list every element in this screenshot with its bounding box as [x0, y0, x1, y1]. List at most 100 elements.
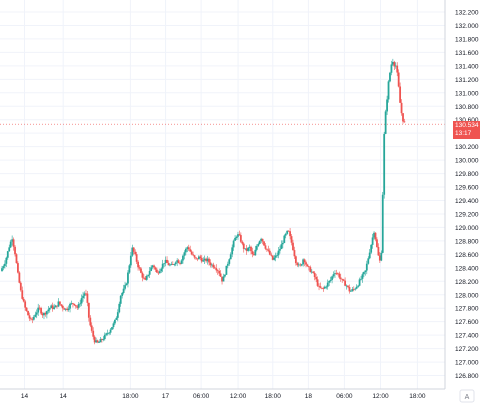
- candle-body: [189, 249, 192, 252]
- candle-body: [319, 286, 322, 288]
- candle-body: [386, 99, 388, 112]
- y-tick-label: 129.000: [455, 225, 479, 232]
- candle-body: [367, 258, 370, 264]
- y-tick-label: 131.400: [455, 63, 479, 70]
- candle-body: [192, 254, 194, 256]
- candle-body: [100, 339, 103, 340]
- candle-body: [63, 308, 66, 310]
- candle-body: [373, 232, 375, 238]
- y-tick-label: 128.400: [455, 265, 479, 272]
- candle-body: [325, 286, 328, 288]
- candle-body: [166, 259, 168, 263]
- candle-body: [161, 263, 164, 269]
- candle-body: [305, 262, 307, 265]
- candle-body: [196, 258, 199, 260]
- candle-body: [167, 262, 170, 266]
- candle-body: [261, 238, 264, 242]
- candle-body: [74, 305, 77, 307]
- candle-body: [357, 285, 360, 287]
- candle-body: [27, 310, 29, 316]
- candle-body: [225, 265, 228, 275]
- candle-body: [268, 250, 271, 255]
- candle-body: [34, 314, 37, 317]
- candle-body: [316, 279, 319, 286]
- candle-body: [170, 264, 173, 265]
- candle-body: [247, 247, 250, 251]
- candle-body: [364, 270, 367, 273]
- candle-body: [41, 313, 44, 316]
- axis-settings-icon[interactable]: A: [465, 394, 470, 401]
- y-tick-label: 131.800: [455, 36, 479, 43]
- candle-body: [8, 247, 11, 252]
- y-tick-label: 130.000: [455, 158, 479, 165]
- x-gridlines: [23, 0, 418, 389]
- candle-body: [12, 239, 15, 247]
- candle-body: [66, 308, 69, 310]
- candle-body: [50, 305, 53, 309]
- candle-body: [148, 270, 151, 275]
- candle-body: [280, 244, 283, 250]
- candle-body: [53, 307, 56, 309]
- candle-body: [300, 264, 303, 266]
- candle-body: [40, 308, 42, 314]
- candle-body: [92, 330, 95, 337]
- candle-body: [1, 268, 3, 272]
- axis-settings-button[interactable]: [459, 389, 475, 403]
- candle-body: [206, 258, 209, 262]
- y-tick-label: 128.600: [455, 252, 479, 259]
- candle-body: [80, 298, 83, 304]
- candle-body: [290, 236, 293, 243]
- candle-body: [251, 251, 254, 255]
- candle-body: [70, 303, 73, 305]
- candle-body: [125, 283, 128, 286]
- candle-body: [277, 250, 280, 256]
- y-tick-label: 129.400: [455, 198, 479, 205]
- candle-body: [244, 248, 247, 250]
- y-gridlines: [0, 11, 445, 377]
- candle-body: [61, 305, 64, 309]
- x-tick-label: 12:00: [372, 393, 389, 400]
- candle-body: [151, 265, 154, 268]
- candle-body: [293, 250, 296, 257]
- candle-body: [86, 293, 89, 303]
- candle-body: [2, 266, 5, 269]
- candle-body: [258, 241, 261, 244]
- candle-body: [193, 255, 196, 258]
- candle-body: [128, 265, 131, 273]
- candle-body: [306, 264, 309, 267]
- candle-body: [338, 273, 341, 278]
- candle-body: [164, 259, 167, 264]
- candle-body: [57, 301, 60, 307]
- candle-body: [156, 269, 158, 273]
- y-tick-label: 129.600: [455, 185, 479, 192]
- candle-body: [157, 272, 160, 274]
- candle-body: [79, 303, 82, 305]
- candle-body: [69, 303, 71, 309]
- candle-body: [292, 242, 294, 251]
- candle-body: [47, 309, 50, 312]
- candle-body: [87, 302, 90, 318]
- candle-body: [9, 241, 12, 248]
- candle-body: [114, 319, 116, 324]
- candle-body: [142, 277, 145, 279]
- candle-body: [260, 238, 263, 242]
- candle-body: [154, 267, 157, 270]
- candle-body: [102, 339, 105, 340]
- candle-body: [141, 272, 144, 278]
- candle-body: [197, 256, 200, 260]
- candle-body: [106, 333, 109, 335]
- candle-body: [205, 258, 208, 262]
- y-tick-label: 128.200: [455, 279, 479, 286]
- candle-body: [131, 247, 134, 256]
- candle-body: [14, 246, 16, 255]
- candle-body: [211, 264, 213, 266]
- candle-body: [397, 72, 400, 87]
- candle-body: [255, 246, 258, 250]
- candle-body: [72, 303, 74, 305]
- candle-body: [116, 312, 119, 318]
- x-tick-label: 18:00: [409, 393, 426, 400]
- candle-body: [224, 274, 226, 277]
- y-tick-label: 130.200: [455, 144, 479, 151]
- candle-body: [174, 262, 177, 265]
